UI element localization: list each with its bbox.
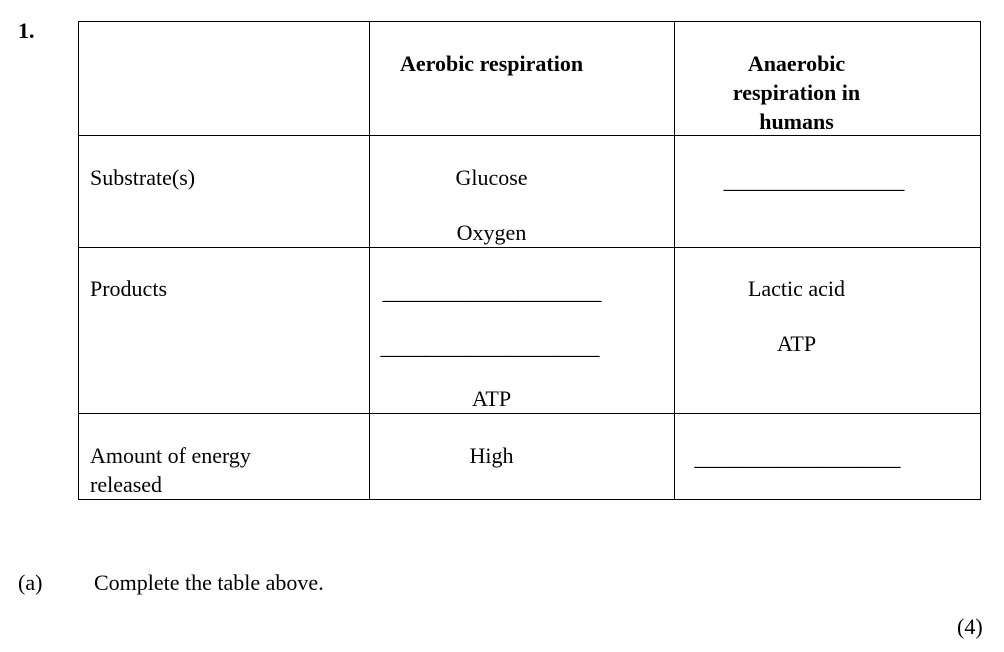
product-atp-aerobic: ATP xyxy=(471,386,512,411)
substrate-oxygen: Oxygen xyxy=(456,220,527,245)
answer-blank-anaerobic-substrate[interactable]: _____ xyxy=(724,168,904,193)
table-border xyxy=(78,21,981,22)
table-border xyxy=(369,21,370,500)
part-a-marks: (4) xyxy=(957,614,983,639)
header-anaerobic-line1: Anaerobic xyxy=(747,51,846,76)
answer-blank-aerobic-product-2[interactable]: _____ xyxy=(381,334,599,359)
header-aerobic: Aerobic respiration xyxy=(399,51,584,76)
row-label-products: Products xyxy=(90,276,167,301)
part-a-instruction: Complete the table above. xyxy=(94,570,324,595)
answer-blank-anaerobic-energy[interactable]: _____ xyxy=(695,445,900,470)
table-border xyxy=(78,21,79,500)
table-border xyxy=(78,247,981,248)
table-border xyxy=(78,413,981,414)
product-lactic-acid: Lactic acid xyxy=(747,276,846,301)
table-border xyxy=(980,21,981,500)
row-label-energy-line1: Amount of energy xyxy=(90,443,251,468)
table-border xyxy=(78,499,981,500)
header-anaerobic-line3: humans xyxy=(759,109,834,134)
substrate-glucose: Glucose xyxy=(455,165,528,190)
product-atp-anaerobic: ATP xyxy=(776,331,817,356)
table-border xyxy=(674,21,675,500)
header-anaerobic-line2: respiration in xyxy=(732,80,861,105)
table-border xyxy=(78,135,981,136)
row-label-energy-line2: released xyxy=(90,472,163,497)
energy-aerobic: High xyxy=(469,443,514,468)
question-number: 1. xyxy=(18,18,35,43)
row-label-substrates: Substrate(s) xyxy=(90,165,196,190)
answer-blank-aerobic-product-1[interactable]: _____ xyxy=(383,279,601,304)
part-a-label: (a) xyxy=(18,570,43,595)
